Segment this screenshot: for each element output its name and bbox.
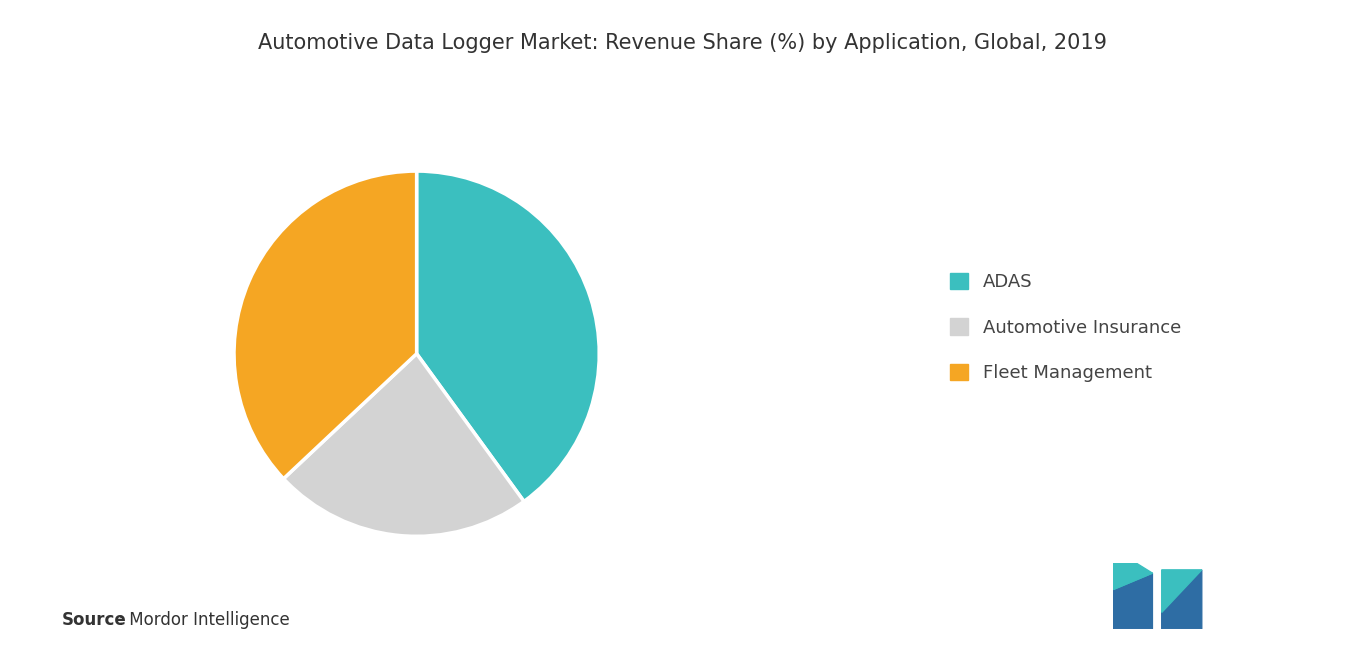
Polygon shape xyxy=(1113,573,1153,629)
Polygon shape xyxy=(1161,570,1202,629)
Legend: ADAS, Automotive Insurance, Fleet Management: ADAS, Automotive Insurance, Fleet Manage… xyxy=(951,273,1180,382)
Polygon shape xyxy=(1113,563,1153,590)
Text: Source: Source xyxy=(61,611,126,629)
Polygon shape xyxy=(1113,563,1153,590)
Wedge shape xyxy=(284,354,525,536)
Wedge shape xyxy=(234,171,417,479)
Text: Automotive Data Logger Market: Revenue Share (%) by Application, Global, 2019: Automotive Data Logger Market: Revenue S… xyxy=(258,33,1108,53)
Wedge shape xyxy=(417,171,600,502)
Polygon shape xyxy=(1161,570,1202,612)
Text: : Mordor Intelligence: : Mordor Intelligence xyxy=(113,611,290,629)
